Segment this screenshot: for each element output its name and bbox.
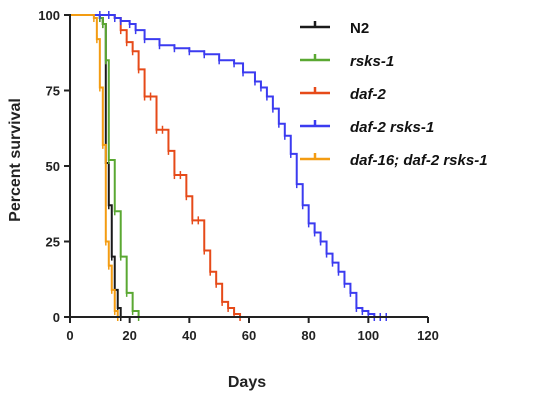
y-tick-label: 75 bbox=[46, 84, 60, 99]
series-line bbox=[70, 14, 140, 317]
legend: N2 rsks-1 daf-2 daf-2 rsks-1 daf-16; daf-2 r… bbox=[300, 20, 488, 169]
legend-label: daf-2 rsks-1 bbox=[350, 119, 434, 136]
y-tick-label: 0 bbox=[53, 310, 60, 325]
legend-item: daf-2 bbox=[300, 86, 386, 103]
x-tick-label: 60 bbox=[242, 328, 256, 343]
y-tick-label: 100 bbox=[38, 8, 60, 23]
series-1 bbox=[70, 14, 122, 321]
legend-item: daf-2 rsks-1 bbox=[300, 119, 434, 136]
legend-label: daf-2 bbox=[350, 86, 386, 103]
series-5 bbox=[70, 14, 119, 321]
series-line bbox=[70, 14, 122, 317]
x-ticks: 0 20 40 60 80 100 120 bbox=[66, 317, 439, 343]
y-tick-label: 50 bbox=[46, 159, 60, 174]
series-2 bbox=[70, 14, 140, 321]
x-tick-label: 20 bbox=[122, 328, 136, 343]
series-3 bbox=[70, 14, 242, 321]
x-tick-label: 100 bbox=[357, 328, 379, 343]
x-tick-label: 0 bbox=[66, 328, 73, 343]
series-line bbox=[70, 14, 242, 317]
x-tick-label: 120 bbox=[417, 328, 439, 343]
x-tick-label: 40 bbox=[182, 328, 196, 343]
x-tick-label: 80 bbox=[301, 328, 315, 343]
legend-label: N2 bbox=[350, 20, 369, 37]
series-group bbox=[70, 11, 387, 321]
legend-item: N2 bbox=[300, 20, 369, 37]
series-line bbox=[70, 14, 119, 317]
y-ticks: 0 25 50 75 100 bbox=[38, 8, 70, 325]
legend-label: daf-16; daf-2 rsks-1 bbox=[350, 152, 488, 169]
series-4 bbox=[70, 11, 387, 321]
legend-label: rsks-1 bbox=[350, 53, 394, 70]
y-axis-title: Percent survival bbox=[7, 98, 24, 222]
legend-item: rsks-1 bbox=[300, 53, 394, 70]
y-tick-label: 25 bbox=[46, 235, 60, 250]
legend-item: daf-16; daf-2 rsks-1 bbox=[300, 152, 488, 169]
x-axis-title: Days bbox=[228, 374, 266, 391]
